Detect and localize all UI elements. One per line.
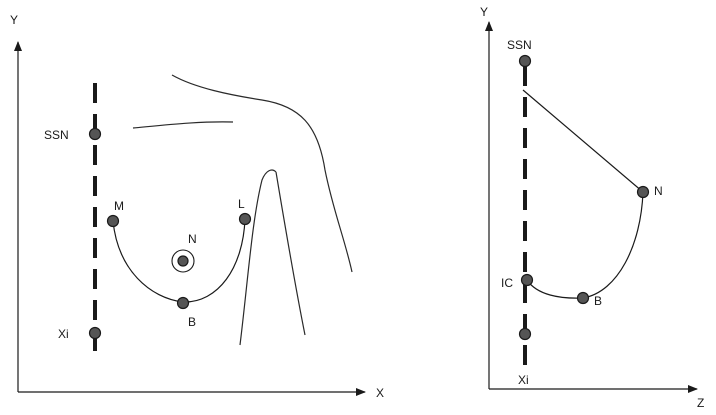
frontal-view: Y X SSN M L N B Xi xyxy=(10,13,384,400)
lateral-bottom-label: B xyxy=(594,294,602,308)
lateral-xiphoid-label: Xi xyxy=(518,373,529,387)
arm-outline-inner xyxy=(239,169,277,346)
lateral-point xyxy=(238,212,252,226)
ssn-to-nipple-line xyxy=(522,89,644,193)
lateral-view: Y Z SSN N IC B Xi xyxy=(480,5,704,410)
clavicle-line xyxy=(132,121,234,129)
lateral-y-axis-label: Y xyxy=(480,5,488,19)
medial-label: M xyxy=(114,199,124,213)
lateral-xiphoid-point xyxy=(518,327,532,341)
bottom-point xyxy=(176,296,190,310)
ssn-point xyxy=(88,127,102,141)
lateral-z-axis-label: Z xyxy=(697,396,704,410)
lateral-ssn-point xyxy=(518,54,532,68)
ic-point xyxy=(520,273,534,287)
medial-point xyxy=(106,214,120,228)
nipple-point xyxy=(177,255,189,267)
lateral-nipple-label: N xyxy=(654,184,663,198)
lateral-bottom-point xyxy=(576,291,590,305)
lateral-nipple-point xyxy=(636,185,650,199)
arm-outline-outer xyxy=(275,171,306,336)
frontal-y-axis-label: Y xyxy=(10,13,18,27)
ic-label: IC xyxy=(501,276,513,290)
lateral-breast-contour xyxy=(526,191,644,299)
xiphoid-point xyxy=(88,326,102,340)
lateral-ssn-label: SSN xyxy=(507,38,532,52)
ssn-label: SSN xyxy=(44,128,69,142)
frontal-x-axis-label: X xyxy=(376,386,384,400)
shoulder-outline xyxy=(171,74,353,273)
xiphoid-label: Xi xyxy=(58,327,69,341)
nipple-label: N xyxy=(188,232,197,246)
lateral-label: L xyxy=(238,197,245,211)
bottom-label: B xyxy=(188,315,196,329)
